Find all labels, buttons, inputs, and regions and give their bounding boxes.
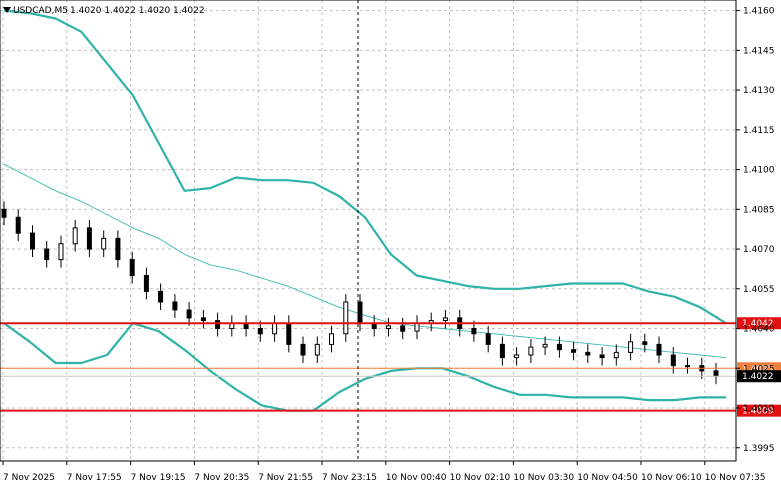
x-tick-label: 7 Nov 21:55 xyxy=(258,473,313,483)
candle-bull xyxy=(343,301,349,335)
candle-bear xyxy=(300,343,306,356)
candle-bull xyxy=(272,322,278,335)
symbol-label: USDCAD,M5 xyxy=(13,6,68,16)
y-tick-label: 1.4130 xyxy=(743,86,775,96)
bollinger-middle-line xyxy=(3,163,727,359)
price-levels: 1.4042 1.4025 1.4009 1.4022 xyxy=(0,317,781,417)
x-tick-label: 10 Nov 07:35 xyxy=(705,473,766,483)
x-tick-label: 10 Nov 04:50 xyxy=(577,473,638,483)
x-tick-label: 7 Nov 19:15 xyxy=(131,473,186,483)
candle-bear xyxy=(1,208,7,218)
candle-bear xyxy=(585,351,591,356)
candle-bear xyxy=(357,301,363,324)
x-tick-label: 10 Nov 02:10 xyxy=(450,473,511,483)
bollinger-lower-line xyxy=(3,322,726,412)
candle-bear xyxy=(158,290,164,303)
candle-bull xyxy=(442,317,448,321)
candle-bear xyxy=(571,349,577,353)
candle-bear xyxy=(485,333,491,345)
x-tick-label: 7 Nov 2025 xyxy=(3,473,55,483)
x-tick-label: 10 Nov 06:10 xyxy=(641,473,702,483)
bollinger-bands xyxy=(3,9,727,412)
candle-bear xyxy=(215,320,221,330)
candle-bear xyxy=(30,232,35,250)
candle-bear xyxy=(642,341,648,345)
candle-bull xyxy=(329,333,334,345)
y-tick-label: 1.4145 xyxy=(743,46,775,56)
candle-bear xyxy=(599,354,605,359)
plot-frame xyxy=(0,0,737,462)
y-tick-label: 1.4085 xyxy=(743,205,775,215)
level-tag-resistance xyxy=(737,317,781,330)
candle-bear xyxy=(186,309,192,319)
level-label-resistance: 1.4042 xyxy=(742,319,774,329)
time-axis: 7 Nov 2025 7 Nov 17:55 7 Nov 19:15 7 Nov 20… xyxy=(2,461,766,483)
chevron-down-icon[interactable] xyxy=(3,7,11,13)
candle-bear xyxy=(713,370,719,377)
candle-bull xyxy=(101,237,107,250)
candle-bear xyxy=(670,354,676,367)
current-price-tag xyxy=(737,370,781,383)
x-tick-label: 7 Nov 23:15 xyxy=(322,473,377,483)
candle-bear xyxy=(400,325,406,332)
y-tick-label: 1.4025 xyxy=(743,364,775,374)
y-tick-label: 1.4100 xyxy=(743,166,775,176)
y-tick-label: 1.4115 xyxy=(743,126,775,136)
bollinger-upper-line xyxy=(3,9,727,325)
candle-bull xyxy=(58,243,64,261)
candle-bear xyxy=(129,259,135,277)
y-tick-label: 1.4010 xyxy=(743,404,775,414)
level-tag-support xyxy=(737,404,781,417)
symbol-header: USDCAD,M5 1.4020 1.4022 1.4020 1.4022 xyxy=(3,6,205,16)
candle-bear xyxy=(115,237,121,261)
candle-bear xyxy=(44,248,50,261)
level-label-support: 1.4009 xyxy=(742,407,774,417)
candle-bear xyxy=(471,328,477,335)
y-tick-label: 1.4040 xyxy=(743,325,775,335)
current-price-label: 1.4022 xyxy=(742,372,774,382)
y-tick-label: 1.4160 xyxy=(743,7,775,17)
candle-bear xyxy=(15,216,21,234)
candle-bull xyxy=(386,325,391,329)
price-axis: 1.4160 1.4145 1.4130 1.4115 1.4100 1.4085 1.40… xyxy=(736,7,775,454)
candle-bull xyxy=(72,227,78,245)
candle-bear xyxy=(257,328,263,335)
candle-bear xyxy=(143,275,149,292)
candle-bull xyxy=(542,343,548,348)
candle-bull xyxy=(514,354,520,359)
ohlc-values: 1.4020 1.4022 1.4020 1.4022 xyxy=(70,6,205,16)
level-label-target: 1.4025 xyxy=(742,364,774,374)
x-tick-label: 7 Nov 20:35 xyxy=(194,473,249,483)
x-tick-label: 10 Nov 00:40 xyxy=(386,473,447,483)
candle-bull xyxy=(528,346,534,356)
candle-bear xyxy=(86,227,92,250)
candle-bull xyxy=(613,351,619,359)
y-tick-label: 1.3995 xyxy=(743,444,775,454)
x-tick-label: 10 Nov 03:30 xyxy=(513,473,574,483)
candle-bear xyxy=(200,317,206,321)
candle-bull xyxy=(414,322,420,332)
candle-bull xyxy=(314,343,320,356)
candle-bull xyxy=(685,365,690,368)
candles xyxy=(1,201,719,385)
candle-bear xyxy=(286,322,292,345)
candle-bear xyxy=(656,343,662,356)
candle-bear xyxy=(499,343,505,359)
y-tick-label: 1.4070 xyxy=(743,245,775,255)
candle-bull xyxy=(628,341,634,353)
y-tick-label: 1.4055 xyxy=(743,285,775,295)
candle-bear xyxy=(556,343,562,351)
candle-bear xyxy=(172,301,178,311)
x-tick-label: 7 Nov 17:55 xyxy=(67,473,122,483)
